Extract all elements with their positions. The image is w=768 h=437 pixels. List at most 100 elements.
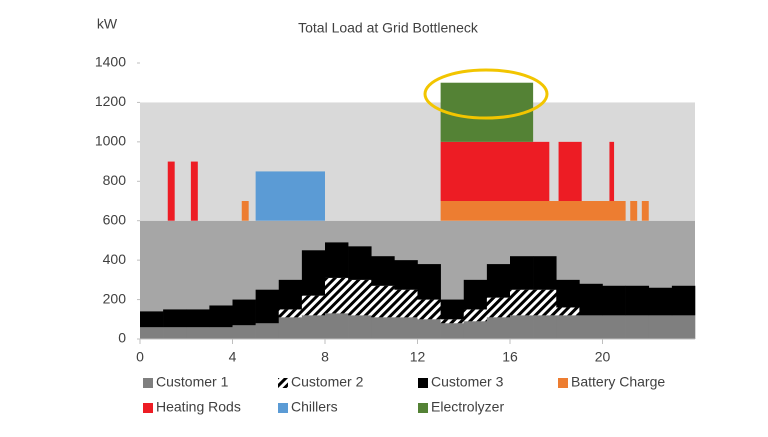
load-bar — [371, 317, 395, 339]
load-bar — [556, 307, 580, 316]
plot-area — [137, 62, 696, 344]
load-bar — [510, 315, 534, 339]
chart-title: Total Load at Grid Bottleneck — [298, 20, 479, 36]
legend-label: Chillers — [291, 399, 338, 415]
x-tick-label: 8 — [321, 349, 329, 365]
load-bar — [301, 295, 326, 316]
legend-label: Customer 1 — [156, 374, 229, 390]
flex-load-bar — [630, 201, 638, 221]
y-tick-label: 1400 — [95, 54, 126, 70]
flex-load-bar — [167, 161, 175, 221]
y-tick-label: 400 — [103, 251, 127, 267]
load-bar — [440, 319, 465, 324]
highlight-ellipse — [423, 68, 549, 120]
load-bar — [394, 289, 418, 318]
load-bar — [602, 315, 626, 339]
load-bar — [440, 299, 465, 320]
load-bar — [417, 319, 441, 339]
load-bar — [533, 256, 557, 290]
legend-label: Customer 3 — [431, 374, 504, 390]
load-bar — [232, 299, 256, 326]
load-bar — [671, 315, 696, 339]
y-tick-label: 600 — [103, 211, 127, 227]
flex-load-bar — [190, 161, 198, 221]
load-bar — [348, 315, 372, 339]
load-bar — [417, 264, 441, 300]
load-bar — [486, 297, 511, 318]
load-bar — [533, 315, 557, 339]
load-bar — [648, 315, 673, 339]
load-bar — [301, 250, 326, 296]
legend-label: Customer 2 — [291, 374, 364, 390]
load-bar — [278, 317, 303, 339]
flex-load-bar — [440, 82, 534, 142]
legend-swatch — [418, 378, 428, 388]
legend-swatch — [143, 403, 153, 413]
x-tick-label: 16 — [502, 349, 518, 365]
load-bar — [325, 242, 349, 278]
load-bar — [579, 315, 603, 339]
flex-load-bar — [641, 201, 649, 221]
load-bar — [486, 317, 511, 339]
load-bar — [463, 321, 488, 339]
load-bar — [602, 285, 626, 316]
y-tick-label: 800 — [103, 172, 127, 188]
load-bar — [232, 325, 256, 339]
legend-label: Battery Charge — [571, 374, 665, 390]
load-bar — [325, 277, 349, 314]
x-tick-label: 12 — [410, 349, 426, 365]
x-tick-label: 4 — [229, 349, 237, 365]
load-bar — [556, 315, 580, 339]
load-bar — [371, 285, 395, 318]
legend-label: Electrolyzer — [431, 399, 504, 415]
load-bar — [163, 309, 187, 328]
legend-label: Heating Rods — [156, 399, 241, 415]
load-bar — [325, 313, 349, 339]
load-bar — [533, 289, 557, 316]
load-bar — [140, 311, 164, 328]
load-bar — [625, 315, 650, 339]
load-bar — [417, 299, 441, 320]
y-tick-label: 0 — [118, 330, 126, 346]
load-bar — [463, 279, 488, 310]
load-bar — [371, 256, 395, 286]
load-bar — [648, 287, 673, 316]
load-bar — [394, 260, 418, 290]
load-bar — [671, 285, 696, 316]
legend-swatch — [143, 378, 153, 388]
x-tick-label: 20 — [595, 349, 611, 365]
load-bar — [255, 323, 280, 339]
load-bar — [163, 327, 187, 339]
y-tick-label: 1200 — [95, 93, 126, 109]
y-tick-label: 1000 — [95, 133, 126, 149]
flex-load-bar — [241, 201, 249, 221]
load-bar — [278, 309, 303, 318]
load-bar — [140, 327, 164, 339]
load-bar — [486, 264, 511, 298]
flex-load-bar — [558, 141, 582, 201]
legend-swatch — [278, 403, 288, 413]
load-bar — [510, 256, 534, 290]
load-bar — [348, 246, 372, 280]
legend-swatch — [558, 378, 568, 388]
y-tick-label: 200 — [103, 290, 127, 306]
load-bar — [278, 279, 303, 310]
flex-load-bar — [255, 171, 325, 221]
load-bar — [579, 283, 603, 316]
y-axis-label: kW — [97, 16, 118, 32]
load-bar — [556, 279, 580, 308]
load-bar — [186, 327, 210, 339]
load-bar — [301, 315, 326, 339]
load-bar — [625, 285, 650, 316]
load-bar — [209, 305, 233, 328]
legend-swatch — [418, 403, 428, 413]
load-bar — [463, 309, 488, 322]
flex-load-bar — [609, 141, 615, 201]
flex-load-bar — [440, 201, 626, 221]
load-bar — [255, 289, 280, 324]
flex-load-bar — [440, 141, 550, 201]
load-bar — [348, 279, 372, 316]
x-tick-label: 0 — [136, 349, 144, 365]
load-bar — [440, 323, 465, 339]
